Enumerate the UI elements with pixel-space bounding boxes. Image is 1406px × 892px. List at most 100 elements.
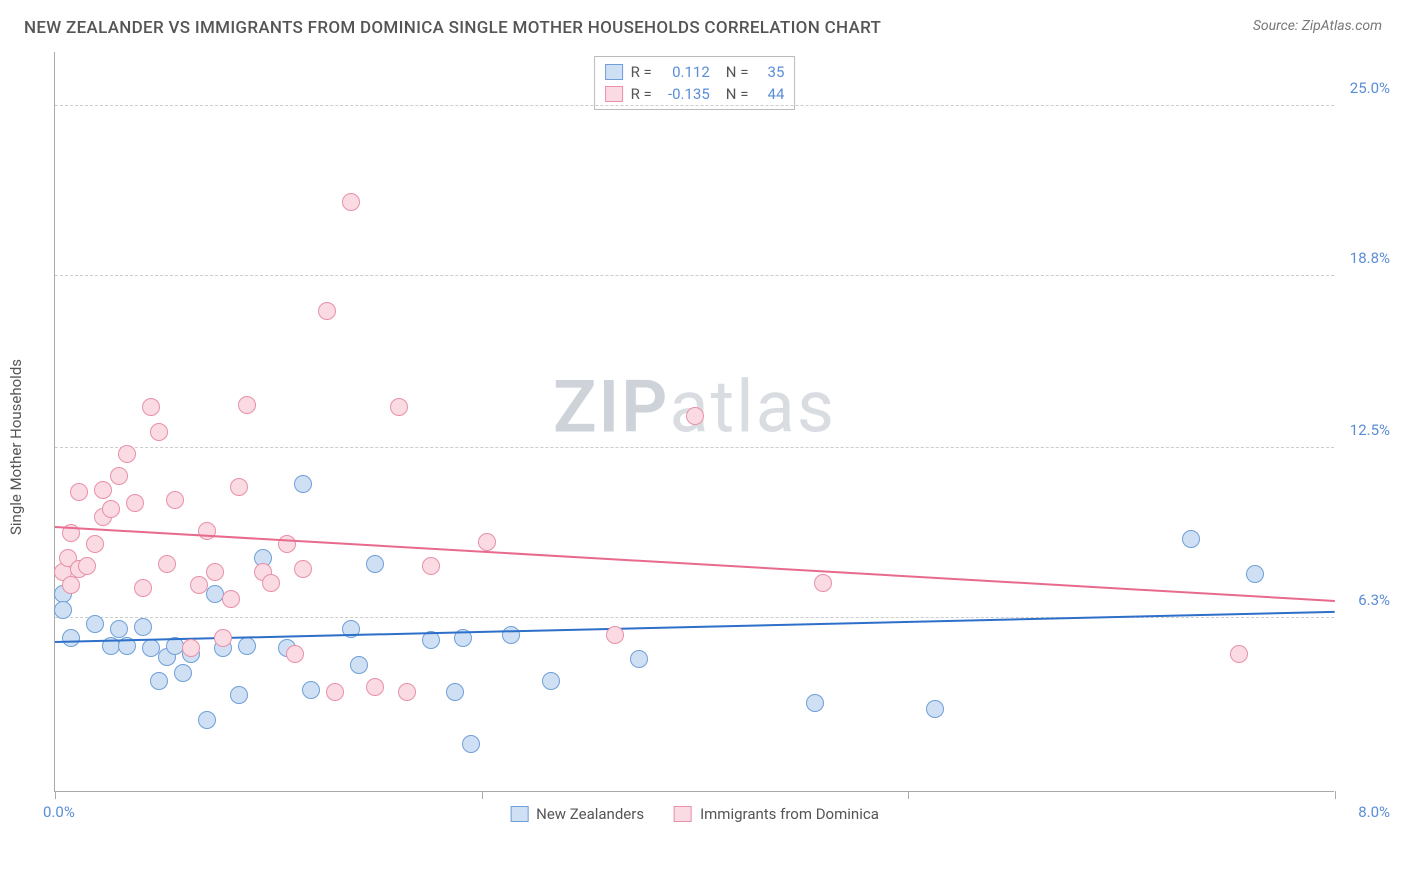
legend-label: New Zealanders: [536, 805, 644, 823]
x-tick: [908, 791, 909, 799]
data-point: [542, 672, 560, 690]
data-point: [294, 475, 312, 493]
source-attribution: Source: ZipAtlas.com: [1253, 18, 1382, 34]
data-point: [102, 500, 120, 518]
data-point: [214, 629, 232, 647]
r-label: R =: [631, 63, 652, 81]
data-point: [350, 656, 368, 674]
data-point: [302, 681, 320, 699]
data-point: [318, 302, 336, 320]
data-point: [1230, 645, 1248, 663]
x-axis-max-label: 8.0%: [1358, 803, 1390, 821]
data-point: [814, 574, 832, 592]
data-point: [230, 686, 248, 704]
gridline: [55, 447, 1334, 448]
data-point: [86, 535, 104, 553]
data-point: [262, 574, 280, 592]
data-point: [206, 563, 224, 581]
data-point: [238, 396, 256, 414]
series-swatch: [605, 86, 623, 102]
data-point: [134, 579, 152, 597]
r-value: 0.112: [660, 63, 710, 81]
gridline: [55, 617, 1334, 618]
y-tick-label: 25.0%: [1350, 79, 1390, 97]
data-point: [54, 601, 72, 619]
series-legend: New Zealanders Immigrants from Dominica: [510, 805, 879, 823]
y-axis-label: Single Mother Households: [7, 359, 25, 535]
data-point: [422, 557, 440, 575]
data-point: [366, 555, 384, 573]
y-tick-label: 18.8%: [1350, 249, 1390, 267]
data-point: [110, 620, 128, 638]
x-tick: [1335, 791, 1336, 799]
data-point: [110, 467, 128, 485]
chart-title: NEW ZEALANDER VS IMMIGRANTS FROM DOMINIC…: [24, 18, 881, 38]
data-point: [1246, 565, 1264, 583]
x-axis-min-label: 0.0%: [43, 803, 75, 821]
data-point: [230, 478, 248, 496]
data-point: [398, 683, 416, 701]
trend-line: [55, 611, 1335, 643]
n-value: 35: [756, 63, 784, 81]
trend-line: [55, 526, 1335, 602]
legend-swatch: [674, 806, 692, 822]
data-point: [686, 407, 704, 425]
data-point: [1182, 530, 1200, 548]
gridline: [55, 105, 1334, 106]
data-point: [86, 615, 104, 633]
legend-label: Immigrants from Dominica: [700, 805, 879, 823]
legend-item: New Zealanders: [510, 805, 644, 823]
n-label: N =: [726, 85, 749, 103]
watermark-bold: ZIP: [553, 364, 669, 449]
y-tick-label: 6.3%: [1358, 591, 1390, 609]
data-point: [806, 694, 824, 712]
data-point: [158, 555, 176, 573]
data-point: [326, 683, 344, 701]
r-label: R =: [631, 85, 652, 103]
data-point: [126, 494, 144, 512]
data-point: [150, 672, 168, 690]
gridline: [55, 275, 1334, 276]
n-value: 44: [756, 85, 784, 103]
data-point: [278, 535, 296, 553]
data-point: [606, 626, 624, 644]
data-point: [150, 423, 168, 441]
data-point: [174, 664, 192, 682]
data-point: [390, 398, 408, 416]
stats-legend-box: R = 0.112 N = 35 R = -0.135 N = 44: [594, 56, 796, 110]
series-swatch: [605, 64, 623, 80]
data-point: [198, 711, 216, 729]
data-point: [134, 618, 152, 636]
data-point: [926, 700, 944, 718]
data-point: [70, 483, 88, 501]
n-label: N =: [726, 63, 749, 81]
legend-swatch: [510, 806, 528, 822]
data-point: [446, 683, 464, 701]
y-tick-label: 12.5%: [1350, 421, 1390, 439]
chart-container: Single Mother Households ZIPatlas R =0.1…: [46, 52, 1382, 842]
legend-item: Immigrants from Dominica: [674, 805, 879, 823]
data-point: [342, 193, 360, 211]
data-point: [142, 398, 160, 416]
data-point: [238, 637, 256, 655]
stats-row: R = 0.112 N = 35: [605, 61, 785, 83]
data-point: [462, 735, 480, 753]
data-point: [366, 678, 384, 696]
data-point: [222, 590, 240, 608]
data-point: [182, 639, 200, 657]
data-point: [94, 481, 112, 499]
x-tick: [55, 791, 56, 799]
data-point: [62, 629, 80, 647]
data-point: [62, 576, 80, 594]
scatter-plot: ZIPatlas R =0.112N =35R =-0.135N =44 0.0…: [54, 52, 1334, 792]
data-point: [502, 626, 520, 644]
data-point: [478, 533, 496, 551]
data-point: [286, 645, 304, 663]
data-point: [630, 650, 648, 668]
stats-row: R = -0.135 N = 44: [605, 83, 785, 105]
r-value: -0.135: [660, 85, 710, 103]
data-point: [78, 557, 96, 575]
data-point: [166, 491, 184, 509]
data-point: [118, 445, 136, 463]
data-point: [190, 576, 208, 594]
